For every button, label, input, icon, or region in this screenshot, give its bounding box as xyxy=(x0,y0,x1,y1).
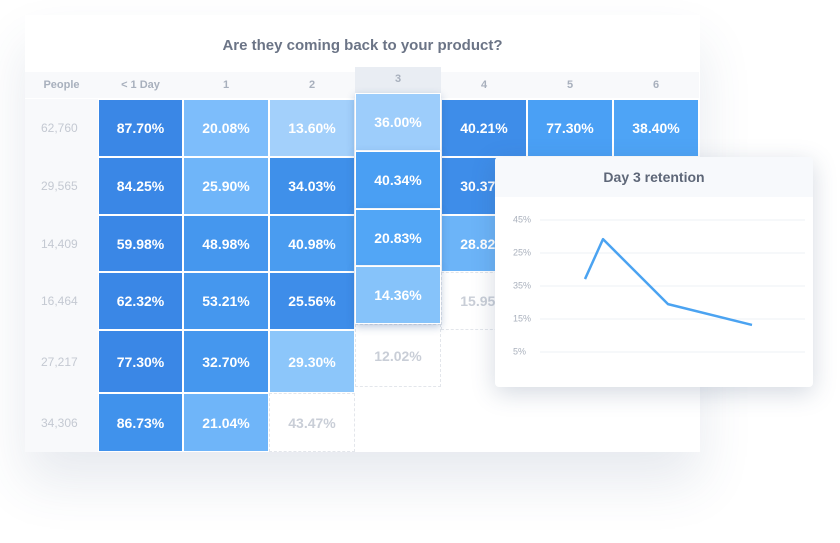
column-header: 5 xyxy=(527,72,613,98)
column-header: 4 xyxy=(441,72,527,98)
y-tick-label: 45% xyxy=(513,214,531,224)
retention-cell: 40.34% xyxy=(355,151,441,209)
table-title: Are they coming back to your product? xyxy=(222,37,503,54)
chart-title: Day 3 retention xyxy=(495,157,813,197)
retention-cell: 34.03% xyxy=(269,157,355,215)
retention-cell: 40.21% xyxy=(441,99,527,157)
retention-cell: 40.98% xyxy=(269,215,355,272)
retention-cell: 87.70% xyxy=(98,99,183,157)
retention-card: Day 3 retention 45% 25% 35% 15% 5% xyxy=(495,157,813,387)
y-tick-label: 5% xyxy=(513,346,526,356)
people-count: 29,565 xyxy=(25,157,98,215)
retention-cell: 77.30% xyxy=(98,330,183,393)
retention-cell: 20.08% xyxy=(183,99,269,157)
column-header: 6 xyxy=(613,72,699,98)
chart: 45% 25% 35% 15% 5% xyxy=(513,214,805,356)
retention-cell: 25.90% xyxy=(183,157,269,215)
retention-cell: 14.36% xyxy=(355,266,441,324)
retention-cell: 29.30% xyxy=(269,330,355,393)
y-tick-label: 15% xyxy=(513,313,531,323)
column-header: 3 xyxy=(355,67,441,98)
column-header: 2 xyxy=(269,72,355,98)
column-header: People xyxy=(25,72,98,98)
retention-cell: 43.47% xyxy=(269,393,355,452)
retention-cell: 84.25% xyxy=(98,157,183,215)
retention-cell: 36.00% xyxy=(355,93,441,151)
y-tick-label: 25% xyxy=(513,247,531,257)
retention-cell: 12.02% xyxy=(355,324,441,387)
people-count: 62,760 xyxy=(25,99,98,157)
people-count: 27,217 xyxy=(25,330,98,393)
people-count: 16,464 xyxy=(25,272,98,330)
retention-cell: 20.83% xyxy=(355,209,441,266)
retention-cell: 59.98% xyxy=(98,215,183,272)
retention-cell: 25.56% xyxy=(269,272,355,330)
column-header: 1 xyxy=(183,72,269,98)
retention-cell: 32.70% xyxy=(183,330,269,393)
retention-cell: 13.60% xyxy=(269,99,355,157)
retention-cell: 86.73% xyxy=(98,393,183,452)
y-tick-label: 35% xyxy=(513,280,531,290)
retention-cell: 77.30% xyxy=(527,99,613,157)
retention-cell: 48.98% xyxy=(183,215,269,272)
retention-cell: 38.40% xyxy=(613,99,699,157)
line xyxy=(583,237,753,327)
retention-cell: 21.04% xyxy=(183,393,269,452)
column-header: < 1 Day xyxy=(98,72,183,98)
people-count: 14,409 xyxy=(25,215,98,272)
retention-cell: 62.32% xyxy=(98,272,183,330)
people-count: 34,306 xyxy=(25,393,98,452)
retention-cell: 53.21% xyxy=(183,272,269,330)
